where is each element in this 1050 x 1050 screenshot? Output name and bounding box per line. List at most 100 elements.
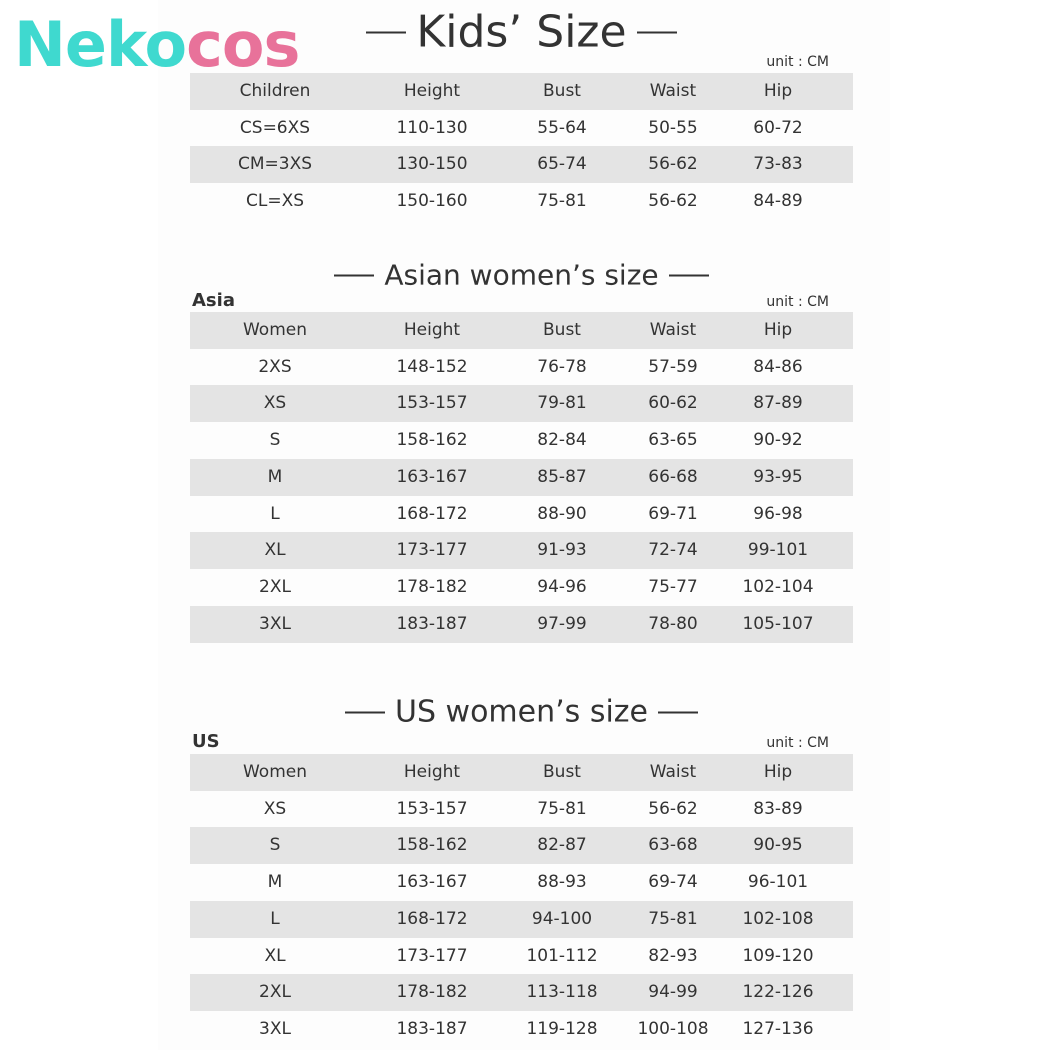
- table-cell: 56-62: [648, 191, 698, 212]
- title-text: Kids’ Size: [416, 6, 627, 58]
- header-cell: Bust: [543, 320, 581, 340]
- table-cell: 173-177: [396, 540, 468, 561]
- unit-label: unit : CM: [766, 294, 829, 310]
- table-cell: M: [267, 872, 283, 893]
- table-cell: 78-80: [648, 613, 698, 634]
- table-cell: 2XL: [259, 982, 291, 1003]
- table-cell: 101-112: [526, 945, 598, 966]
- table-row: 3XL 183-187 119-128 100-108 127-136: [190, 1011, 853, 1048]
- table-cell: 130-150: [396, 154, 468, 175]
- table-cell: 153-157: [396, 798, 468, 819]
- table-row: L 168-172 88-90 69-71 96-98: [190, 496, 853, 533]
- header-row: Women Height Bust Waist Hip: [190, 312, 853, 349]
- table-cell: 94-99: [648, 982, 698, 1003]
- dash: [345, 711, 385, 713]
- section-title: US women’s size: [190, 695, 853, 730]
- header-cell: Bust: [543, 762, 581, 782]
- table-cell: 79-81: [537, 393, 587, 414]
- table-cell: 183-187: [396, 1018, 468, 1039]
- table-cell: 56-62: [648, 798, 698, 819]
- unit-label: unit : CM: [766, 54, 829, 70]
- table-cell: 82-93: [648, 945, 698, 966]
- table-cell: 97-99: [537, 613, 587, 634]
- table-row: M 163-167 88-93 69-74 96-101: [190, 864, 853, 901]
- table-cell: XS: [263, 393, 287, 414]
- table-cell: 105-107: [742, 613, 814, 634]
- header-cell: Hip: [763, 81, 793, 101]
- table-cell: 163-167: [396, 466, 468, 487]
- table-cell: 158-162: [396, 430, 468, 451]
- section-title: Kids’ Size: [190, 7, 853, 58]
- table-cell: 83-89: [753, 798, 803, 819]
- table-cell: CL=XS: [245, 191, 305, 212]
- table-cell: 119-128: [526, 1018, 598, 1039]
- table-cell: 96-98: [753, 503, 803, 524]
- table-cell: 168-172: [396, 503, 468, 524]
- table-cell: CS=6XS: [239, 117, 311, 138]
- table-cell: 82-84: [537, 430, 587, 451]
- header-cell: Height: [403, 81, 461, 101]
- header-cell: Hip: [763, 762, 793, 782]
- table-cell: 57-59: [648, 356, 698, 377]
- table-cell: 84-89: [753, 191, 803, 212]
- table-row: CM=3XS 130-150 65-74 56-62 73-83: [190, 146, 853, 184]
- table-cell: 127-136: [742, 1018, 814, 1039]
- table-row: XL 173-177 91-93 72-74 99-101: [190, 532, 853, 570]
- section-title: Asian women’s size: [190, 259, 853, 292]
- table-cell: 2XL: [259, 576, 291, 597]
- region-label: Asia: [192, 290, 235, 311]
- table-cell: 113-118: [526, 982, 598, 1003]
- header-cell: Women: [242, 762, 307, 782]
- logo-text: cos: [186, 8, 300, 81]
- table-cell: 94-100: [531, 908, 593, 929]
- header-cell: Hip: [763, 320, 793, 340]
- table-cell: 50-55: [648, 117, 698, 138]
- table-cell: 72-74: [648, 540, 698, 561]
- table-row: 2XS 148-152 76-78 57-59 84-86: [190, 349, 853, 386]
- table-cell: 173-177: [396, 945, 468, 966]
- logo-text: o: [144, 8, 188, 81]
- table-row: 3XL 183-187 97-99 78-80 105-107: [190, 605, 853, 643]
- header-cell: Waist: [649, 762, 697, 782]
- table-cell: 163-167: [396, 872, 468, 893]
- table-cell: S: [269, 430, 281, 451]
- table-cell: XL: [264, 540, 286, 561]
- table-row: XS 153-157 75-81 56-62 83-89: [190, 791, 853, 828]
- table-row: S 158-162 82-87 63-68 90-95: [190, 827, 853, 865]
- table-cell: 153-157: [396, 393, 468, 414]
- table-cell: 178-182: [396, 982, 468, 1003]
- table-cell: 102-104: [742, 576, 814, 597]
- table-cell: 85-87: [537, 466, 587, 487]
- header-cell: Waist: [649, 320, 697, 340]
- table-cell: 158-162: [396, 835, 468, 856]
- table-cell: 60-72: [753, 117, 803, 138]
- dash: [366, 31, 407, 33]
- table-cell: 84-86: [753, 356, 803, 377]
- table-cell: 90-95: [753, 835, 803, 856]
- dash: [658, 711, 698, 713]
- table-cell: 178-182: [396, 576, 468, 597]
- table-cell: S: [269, 835, 281, 856]
- region-label: US: [192, 731, 220, 752]
- header-cell: Bust: [543, 81, 581, 101]
- dash: [668, 274, 709, 276]
- logo: Nekocos: [14, 8, 300, 81]
- title-text: US women’s size: [395, 694, 648, 730]
- title-text: Asian women’s size: [384, 258, 659, 292]
- table-row: XS 153-157 79-81 60-62 87-89: [190, 385, 853, 423]
- table-cell: 168-172: [396, 908, 468, 929]
- table-cell: XL: [264, 945, 286, 966]
- table-cell: L: [270, 503, 280, 524]
- table-cell: 122-126: [742, 982, 814, 1003]
- unit-label: unit : CM: [766, 735, 829, 751]
- table-cell: 109-120: [742, 945, 814, 966]
- table-cell: 75-77: [648, 576, 698, 597]
- table-cell: 73-83: [753, 154, 803, 175]
- table-cell: L: [270, 908, 280, 929]
- table-cell: 88-90: [537, 503, 587, 524]
- table-cell: 96-101: [747, 872, 809, 893]
- table-cell: 69-74: [648, 872, 698, 893]
- header-cell: Waist: [649, 81, 697, 101]
- table-cell: 87-89: [753, 393, 803, 414]
